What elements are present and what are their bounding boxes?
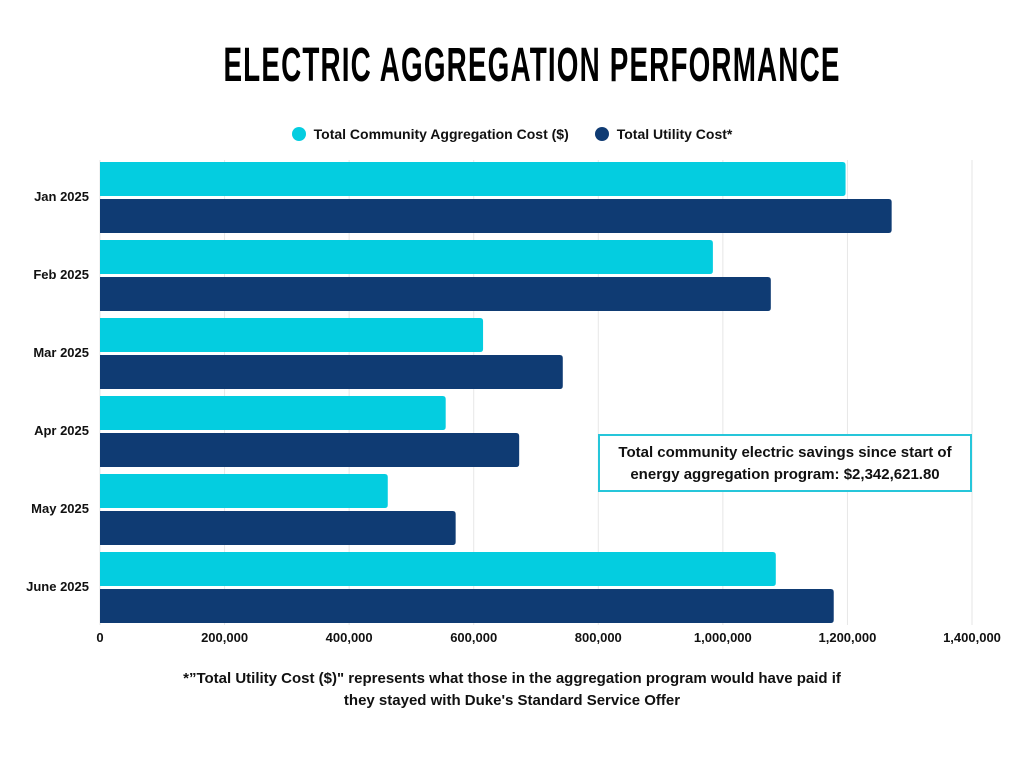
y-category-label: Mar 2025 (33, 345, 89, 360)
y-category-label: June 2025 (26, 579, 89, 594)
bar-utility-cost (100, 277, 771, 311)
annotation-line: Total community electric savings since s… (618, 444, 952, 461)
chart-title: ELECTRIC AGGREGATION PERFORMANCE (223, 39, 841, 92)
bar-community-cost (100, 240, 713, 274)
bar-community-cost (100, 474, 388, 508)
savings-annotation: Total community electric savings since s… (598, 434, 972, 492)
x-tick-label: 1,200,000 (819, 630, 877, 645)
y-category-label: Apr 2025 (34, 423, 89, 438)
footnote: *”Total Utility Cost ($)" represents wha… (0, 668, 1024, 712)
bar-community-cost (100, 552, 776, 586)
bar-community-cost (100, 318, 484, 352)
bar-utility-cost (100, 199, 892, 233)
x-tick-label: 200,000 (201, 630, 248, 645)
footnote-line: *”Total Utility Cost ($)" represents wha… (183, 670, 841, 687)
annotation-line: energy aggregation program: $2,342,621.8… (630, 466, 940, 483)
legend-swatch-community-cost (291, 127, 306, 141)
y-category-label: Jan 2025 (34, 189, 89, 204)
x-tick-label: 1,000,000 (694, 630, 752, 645)
bar-community-cost (100, 396, 446, 430)
y-category-label: Feb 2025 (33, 267, 89, 282)
x-tick-label: 1,400,000 (943, 630, 1001, 645)
bar-utility-cost (100, 589, 834, 623)
x-tick-label: 0 (96, 630, 103, 645)
bar-utility-cost (99, 355, 563, 389)
legend-label: Total Utility Cost* (616, 126, 733, 142)
legend-item-utility-cost: Total Utility Cost* (594, 126, 733, 142)
x-tick-label: 400,000 (326, 630, 373, 645)
legend-swatch-utility-cost (594, 127, 609, 141)
legend-item-community-cost: Total Community Aggregation Cost ($) (291, 126, 569, 142)
bar-utility-cost (100, 433, 520, 467)
legend-label: Total Community Aggregation Cost ($) (313, 126, 569, 142)
bar-community-cost (100, 162, 846, 196)
legend: Total Community Aggregation Cost ($) Tot… (0, 126, 1024, 142)
x-tick-label: 800,000 (575, 630, 622, 645)
bar-utility-cost (100, 511, 456, 545)
x-tick-label: 600,000 (450, 630, 497, 645)
y-category-label: May 2025 (31, 501, 89, 516)
footnote-line: they stayed with Duke's Standard Service… (343, 692, 681, 709)
chart-title-container: ELECTRIC AGGREGATION PERFORMANCE (0, 40, 1024, 92)
